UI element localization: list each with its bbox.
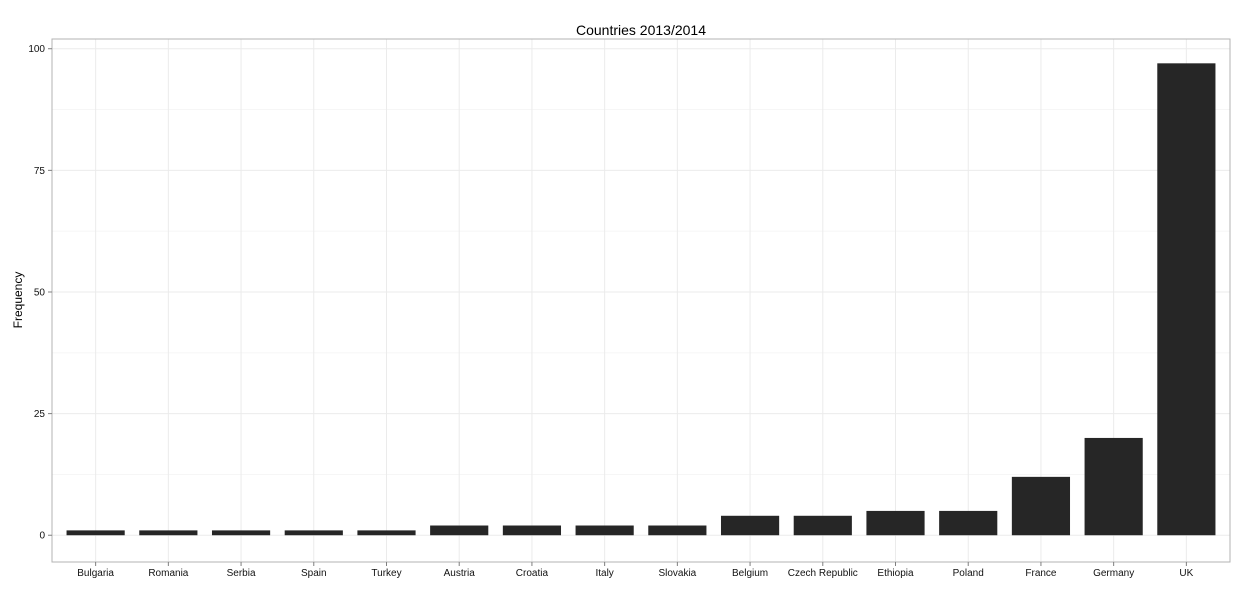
bar [866, 510, 925, 536]
bar [66, 530, 125, 536]
x-tick-label: Ethiopia [877, 568, 914, 579]
bar [357, 530, 416, 536]
x-tick-label: Italy [595, 568, 613, 579]
y-tick-label: 75 [34, 166, 46, 177]
bar [211, 530, 271, 536]
x-tick-label: Spain [301, 568, 327, 579]
bar [648, 525, 707, 536]
x-tick-label: France [1025, 568, 1057, 579]
bar [575, 525, 634, 536]
bar [502, 525, 562, 536]
bar [284, 530, 343, 536]
x-tick-label: Croatia [516, 568, 549, 579]
x-tick-label: Romania [148, 568, 188, 579]
x-tick-label: Belgium [732, 568, 768, 579]
x-tick-label: Bulgaria [77, 568, 114, 579]
bar [1157, 63, 1216, 536]
x-tick-label: Turkey [371, 568, 401, 579]
bar [139, 530, 198, 536]
x-tick-label: Poland [953, 568, 984, 579]
y-tick-label: 25 [34, 409, 46, 420]
x-tick-label: Germany [1093, 568, 1134, 579]
bar [1011, 476, 1071, 536]
x-tick-label: UK [1179, 568, 1193, 579]
bar [793, 515, 852, 536]
y-tick-label: 100 [28, 44, 45, 55]
chart-title: Countries 2013/2014 [576, 22, 706, 38]
bar [1084, 437, 1143, 536]
bar [430, 525, 489, 536]
bar [720, 515, 780, 536]
y-tick-label: 50 [34, 287, 46, 298]
y-tick-label: 0 [39, 531, 45, 542]
x-tick-label: Czech Republic [788, 568, 858, 579]
bar [939, 510, 998, 536]
x-axis: Bulgaria Romania Serbia Spain Turkey Austria C… [77, 562, 1194, 579]
bars [66, 63, 1216, 536]
x-tick-label: Austria [444, 568, 476, 579]
x-tick-label: Slovakia [658, 568, 696, 579]
x-tick-label: Serbia [227, 568, 256, 579]
y-axis: 0 25 50 75 100 [28, 44, 52, 542]
y-axis-title: Frequency [11, 272, 25, 329]
plot-panel [51, 38, 1231, 563]
